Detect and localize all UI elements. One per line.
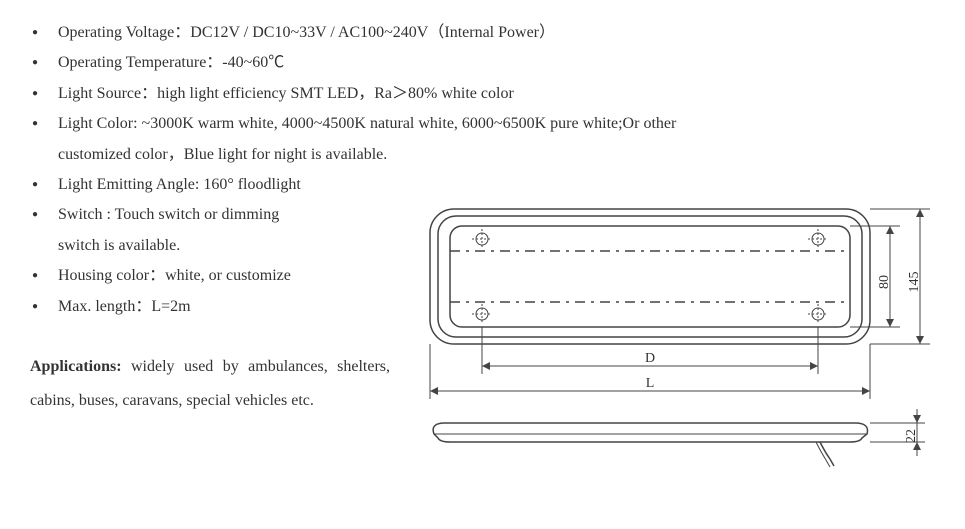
dim-80: 80 <box>877 275 892 289</box>
spec-text: Housing color：white, or customize <box>58 267 291 284</box>
technical-drawing: 80 145 D L 22 <box>420 204 940 495</box>
spec-temperature: Operating Temperature：-40~60℃ <box>30 48 890 78</box>
spec-housing: Housing color：white, or customize <box>30 261 420 291</box>
spec-angle: Light Emitting Angle: 160° floodlight <box>30 170 420 200</box>
applications-label: Applications: <box>30 358 122 375</box>
dim-D: D <box>645 351 655 366</box>
spec-text: Operating Temperature：-40~60℃ <box>58 54 284 71</box>
dim-22: 22 <box>904 429 919 443</box>
dim-L: L <box>646 376 655 391</box>
spec-text: customized color，Blue light for night is… <box>58 146 387 163</box>
spec-text: Light Emitting Angle: 160° floodlight <box>58 176 301 193</box>
spec-text: Max. length：L=2m <box>58 298 191 315</box>
spec-light-source: Light Source：high light efficiency SMT L… <box>30 79 890 109</box>
spec-text: Switch : Touch switch or dimming <box>58 206 279 223</box>
spec-text: Light Color: ~3000K warm white, 4000~450… <box>58 115 676 132</box>
spec-light-color: Light Color: ~3000K warm white, 4000~450… <box>30 109 890 139</box>
spec-switch: Switch : Touch switch or dimming <box>30 200 420 230</box>
spec-text: Light Source：high light efficiency SMT L… <box>58 85 514 102</box>
spec-switch-cont: switch is available. <box>30 231 420 261</box>
spec-light-color-cont: customized color，Blue light for night is… <box>30 140 890 170</box>
spec-text: switch is available. <box>58 237 180 254</box>
spec-voltage: Operating Voltage：DC12V / DC10~33V / AC1… <box>30 18 890 48</box>
spec-maxlen: Max. length：L=2m <box>30 292 420 322</box>
spec-text: Operating Voltage：DC12V / DC10~33V / AC1… <box>58 24 555 41</box>
dim-145: 145 <box>907 272 922 293</box>
